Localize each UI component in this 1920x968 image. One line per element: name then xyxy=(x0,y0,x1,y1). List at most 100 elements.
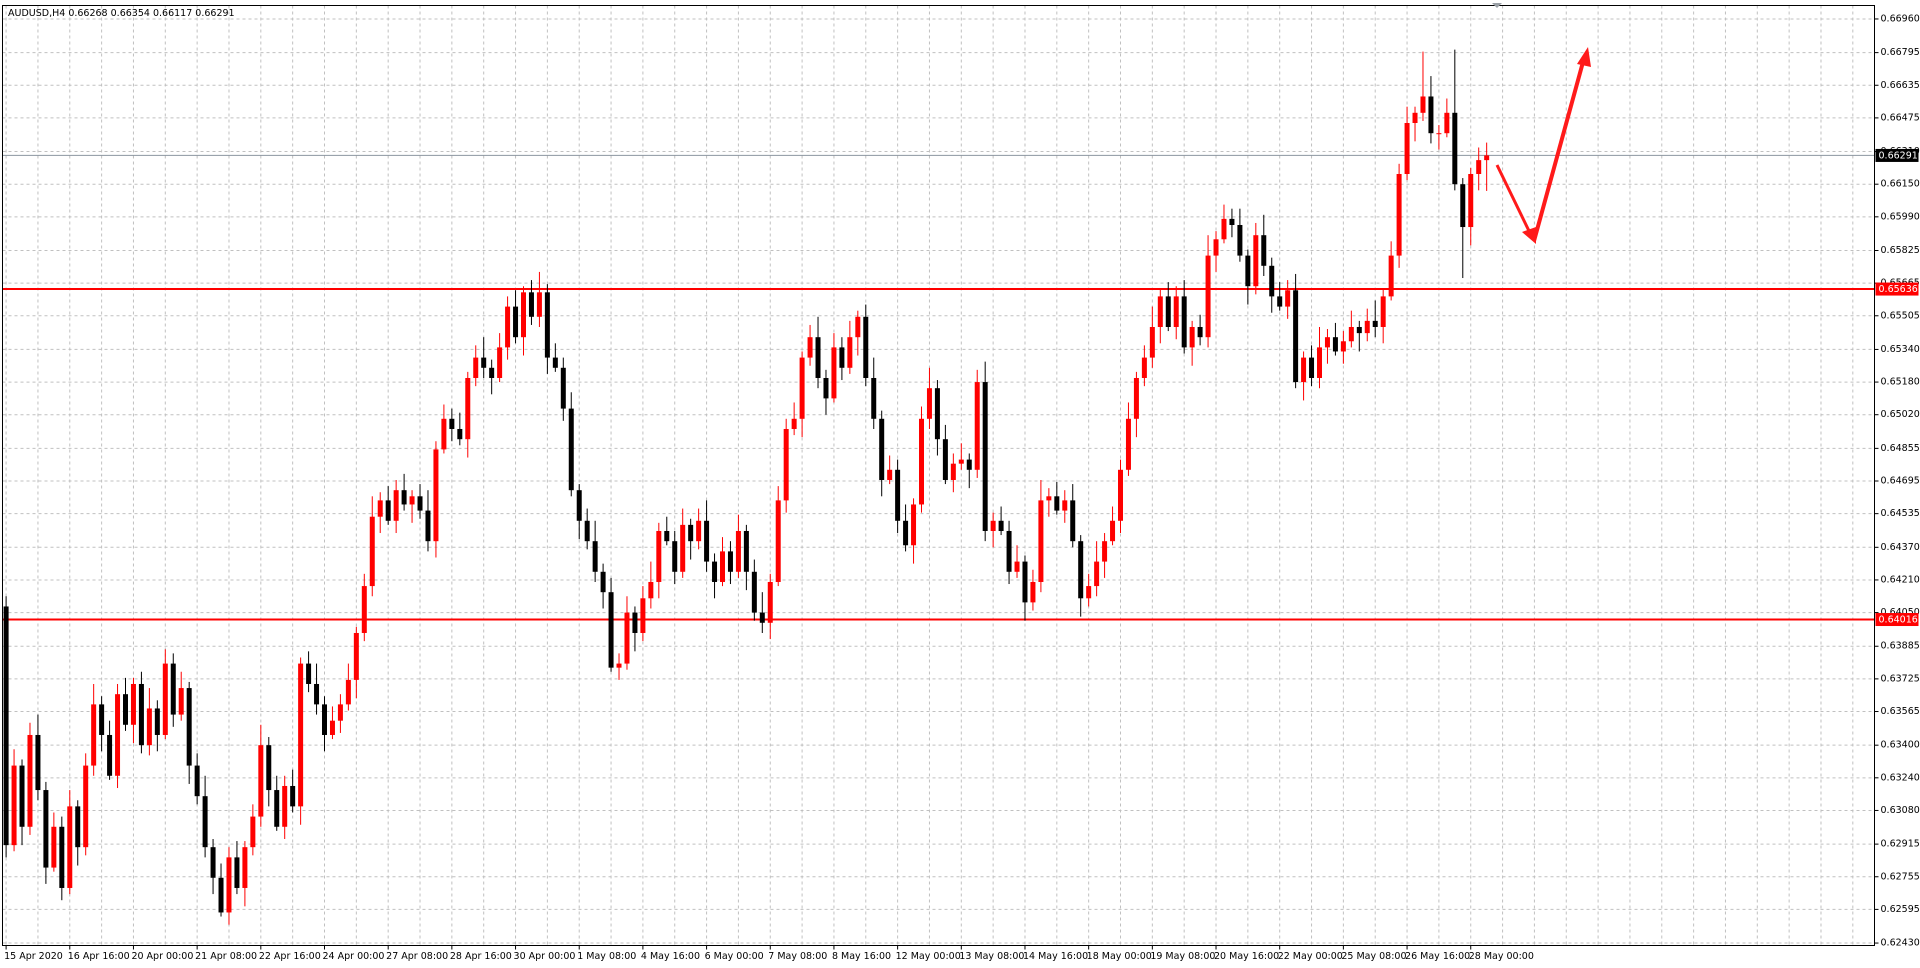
candle-body xyxy=(974,382,980,470)
chart-shift-marker xyxy=(1492,3,1502,8)
candle-body xyxy=(688,524,694,542)
candle-body xyxy=(441,418,447,450)
candle-body xyxy=(735,530,741,572)
candle-body xyxy=(855,316,861,338)
candle-body xyxy=(67,806,73,888)
candle-body xyxy=(19,765,25,827)
candle-body xyxy=(958,459,964,464)
y-tick-label: 0.66960 xyxy=(1881,13,1920,24)
candle-body xyxy=(998,520,1004,531)
candle-body xyxy=(1197,326,1203,338)
candle-body xyxy=(608,592,614,668)
y-tick-label: 0.62755 xyxy=(1881,871,1920,882)
candle-body xyxy=(600,571,606,593)
candle-body xyxy=(767,581,773,623)
candle-body xyxy=(1420,96,1426,113)
candle-body xyxy=(1221,218,1227,240)
candle-body xyxy=(1484,155,1490,161)
candle-body xyxy=(807,337,813,358)
price-box xyxy=(1875,613,1919,627)
candle-body xyxy=(1149,326,1155,358)
candle-body xyxy=(266,745,272,791)
candle-body xyxy=(401,490,407,505)
candle-body xyxy=(903,520,909,546)
annotation-arrow xyxy=(1495,47,1591,244)
candle-body xyxy=(1324,337,1330,348)
candle-body xyxy=(879,418,885,480)
level-lines xyxy=(2,154,1875,621)
x-tick-label: 27 Apr 08:00 xyxy=(386,951,448,962)
x-tick-label: 7 May 08:00 xyxy=(768,951,827,962)
candle-body xyxy=(680,524,686,572)
y-tick-label: 0.66150 xyxy=(1881,179,1920,190)
candle-body xyxy=(1404,123,1410,174)
candle-body xyxy=(990,520,996,531)
x-tick-label: 18 May 00:00 xyxy=(1087,951,1152,962)
y-tick-label: 0.64050 xyxy=(1881,607,1920,618)
y-tick-label: 0.63240 xyxy=(1881,772,1920,783)
candle-body xyxy=(1014,561,1020,572)
candle-body xyxy=(353,632,359,680)
candle-body xyxy=(417,496,423,511)
y-tick-label: 0.62430 xyxy=(1881,938,1920,949)
candle-body xyxy=(1102,541,1108,562)
y-tick-label: 0.63080 xyxy=(1881,805,1920,816)
y-tick-label: 0.62595 xyxy=(1881,904,1920,915)
y-tick-label: 0.65825 xyxy=(1881,245,1920,256)
candle-body xyxy=(1110,520,1116,542)
arrow-down-shaft xyxy=(1495,164,1532,234)
candle-body xyxy=(178,688,184,715)
candle-body xyxy=(1253,235,1259,287)
price-box xyxy=(1875,148,1919,162)
candle-body xyxy=(1006,530,1012,572)
candle-body xyxy=(457,428,463,440)
candle-body xyxy=(672,541,678,572)
candle-body xyxy=(465,377,471,440)
candle-body xyxy=(1078,541,1084,599)
candle-body xyxy=(895,469,901,521)
candle-body xyxy=(1372,320,1378,327)
candle-body xyxy=(473,357,479,378)
candle-body xyxy=(783,428,789,501)
candle-body xyxy=(107,734,113,776)
candle-body xyxy=(871,377,877,419)
x-tick-label: 28 May 00:00 xyxy=(1469,951,1534,962)
candle-body xyxy=(751,571,757,613)
candle-body xyxy=(982,382,988,531)
x-tick-label: 24 Apr 00:00 xyxy=(323,951,385,962)
y-tick-label: 0.62915 xyxy=(1881,839,1920,850)
candle-body xyxy=(393,490,399,521)
price-box-label: 0.65636 xyxy=(1879,284,1918,295)
candle-body xyxy=(1165,296,1171,327)
candle-body xyxy=(1293,290,1299,383)
x-tick-label: 21 Apr 08:00 xyxy=(195,951,257,962)
candle-body xyxy=(1436,133,1442,135)
candle-body xyxy=(1476,160,1482,174)
price-box xyxy=(1875,282,1919,296)
candle-body xyxy=(1245,255,1251,287)
candle-body xyxy=(226,857,232,913)
candle-body xyxy=(1444,112,1450,134)
candle-body xyxy=(194,765,200,797)
y-tick-label: 0.65340 xyxy=(1881,344,1920,355)
x-tick-label: 4 May 16:00 xyxy=(641,951,700,962)
candle-body xyxy=(1468,173,1474,228)
candle-body xyxy=(950,463,956,480)
candle-body xyxy=(274,790,280,827)
x-tick-label: 6 May 00:00 xyxy=(705,951,764,962)
candle-body xyxy=(1213,239,1219,256)
candle-body xyxy=(664,530,670,542)
candle-body xyxy=(863,316,869,378)
candle-body xyxy=(521,292,526,338)
y-tick-label: 0.65505 xyxy=(1881,310,1920,321)
candle-body xyxy=(75,806,81,848)
candle-body xyxy=(1380,296,1386,327)
candle-body xyxy=(282,785,288,827)
x-tick-label: 13 May 08:00 xyxy=(959,951,1024,962)
candle-body xyxy=(656,530,662,582)
axes: 0.669600.667950.666350.664750.663100.661… xyxy=(2,5,1920,962)
candle-body xyxy=(552,357,558,368)
candle-body xyxy=(1125,418,1131,470)
candle-body xyxy=(91,704,97,766)
candle-body xyxy=(919,418,924,505)
